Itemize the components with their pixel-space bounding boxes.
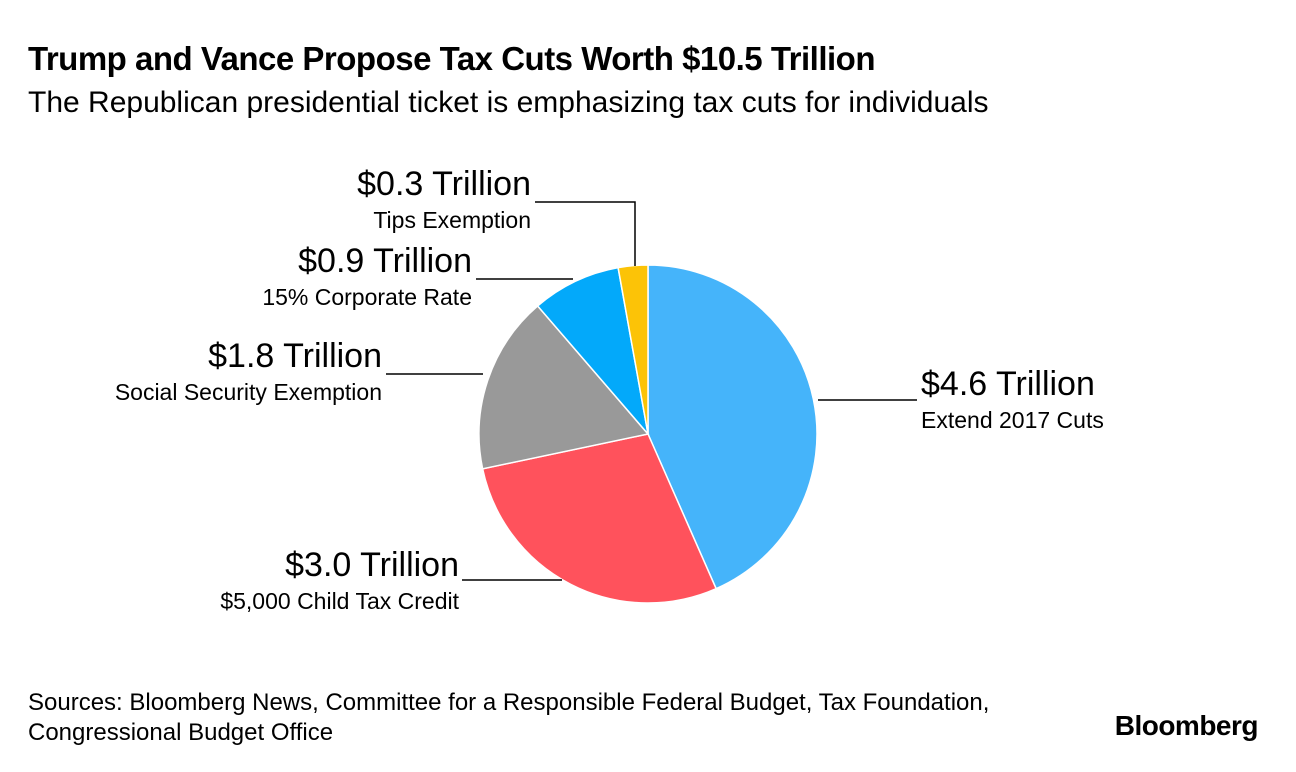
slice-category-label: $5,000 Child Tax Credit [220, 588, 459, 614]
slice-category-label: Tips Exemption [373, 207, 531, 233]
slice-category-label: Social Security Exemption [115, 379, 382, 405]
pie-slices [478, 264, 818, 604]
slice-category-label: 15% Corporate Rate [262, 284, 472, 310]
pie-slice-15-corporate-rate [536, 266, 650, 437]
slice-value-label: $4.6 Trillion [921, 365, 1095, 403]
pie-slice-5-000-child-tax-credit [481, 433, 718, 604]
pie-slice-social-security-exemption [478, 304, 650, 470]
chart-subtitle: The Republican presidential ticket is em… [28, 86, 989, 119]
slice-value-label: $0.9 Trillion [298, 242, 472, 280]
pie-slice-extend-2017-cuts [647, 264, 818, 590]
source-note: Sources: Bloomberg News, Committee for a… [28, 689, 990, 746]
slice-value-label: $3.0 Trillion [285, 546, 459, 584]
leader-lines [386, 201, 917, 581]
slice-value-label: $0.3 Trillion [357, 165, 531, 203]
leader-line [535, 201, 636, 266]
slice-value-label: $1.8 Trillion [208, 337, 382, 375]
bloomberg-logo: Bloomberg [1114, 710, 1259, 741]
chart-title: Trump and Vance Propose Tax Cuts Worth $… [28, 40, 876, 77]
slice-category-label: Extend 2017 Cuts [921, 407, 1104, 433]
pie-slice-tips-exemption [617, 264, 649, 435]
